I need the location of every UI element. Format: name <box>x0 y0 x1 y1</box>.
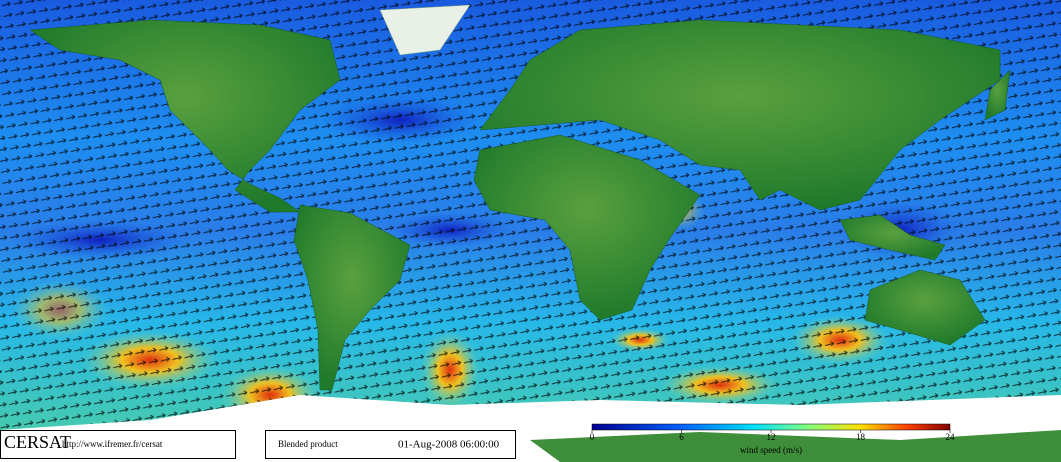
logo: CERSAT <box>4 432 71 452</box>
greenland <box>379 4 471 56</box>
antarctica-land <box>530 430 1061 462</box>
colorbar <box>591 423 951 431</box>
product-box <box>265 430 516 459</box>
continents <box>29 19 1011 391</box>
product: Blended product <box>278 439 338 449</box>
colorbar-tick-label: 18 <box>856 432 866 442</box>
colorbar-tick-label: 0 <box>590 432 595 442</box>
colorbar-tick-label: 12 <box>767 432 776 442</box>
colorbar-label: wind speed (m/s) <box>740 445 802 455</box>
url: http://www.ifremer.fr/cersat <box>62 439 163 449</box>
logo-box <box>0 430 236 459</box>
colorbar-tick-label: 24 <box>946 432 956 442</box>
date: 01-Aug-2008 06:00:00 <box>398 439 500 451</box>
colorbar-tick-label: 6 <box>679 432 684 442</box>
